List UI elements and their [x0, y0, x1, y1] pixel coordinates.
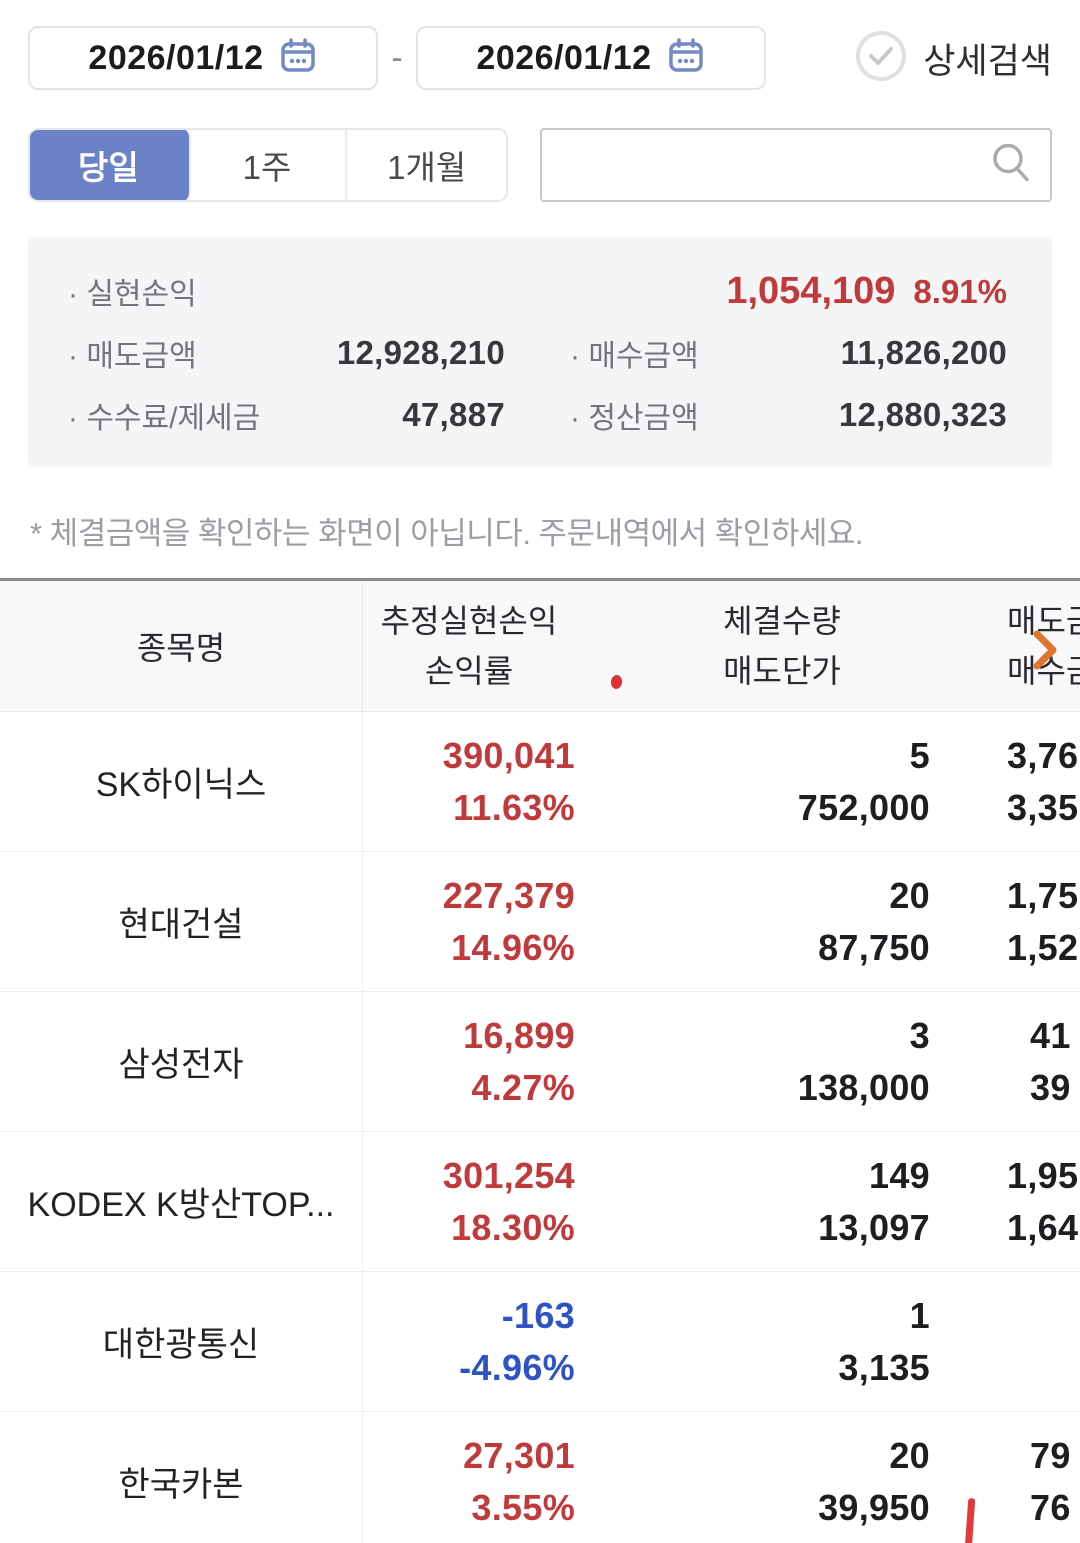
row-buy-amount-clipped: 1,52 [1007, 926, 1079, 968]
col-filled-qty: 체결수량 [723, 603, 841, 639]
next-columns-chevron-icon[interactable] [1032, 629, 1060, 676]
fee-tax-label: · 수수료/제세금 [68, 402, 261, 435]
realized-pl-percent: 8.91% [913, 272, 1007, 310]
stock-name: 삼성전자 [118, 1046, 244, 1084]
sell-amount-label: · 매도금액 [68, 340, 197, 373]
row-pl-value: 301,254 [442, 1154, 575, 1196]
calendar-icon[interactable] [666, 36, 706, 81]
detail-search-toggle[interactable]: 상세검색 [855, 30, 1052, 87]
col-est-realized-pl: 추정실현손익 [380, 603, 558, 639]
row-sell-amount-clipped: 1,75 [1007, 874, 1079, 916]
row-pl-percent: -4.96% [459, 1346, 575, 1388]
row-pl-percent: 3.55% [471, 1486, 575, 1528]
settlement-amount-label: · 정산금액 [570, 402, 699, 435]
date-to-value: 2026/01/12 [476, 38, 652, 77]
stock-name: 대한광통신 [102, 1326, 260, 1364]
row-pl-percent: 11.63% [453, 786, 575, 828]
realized-pl-value: 1,054,109 [726, 269, 896, 312]
row-pl-value: 27,301 [463, 1434, 575, 1476]
settlement-amount-value: 12,880,323 [838, 396, 1007, 433]
row-sell-amount-clipped: 41 [1030, 1014, 1071, 1056]
summary-panel: · 실현손익 1,054,109 8.91% · 매도금액 12,928,210… [28, 237, 1052, 467]
check-circle-icon [855, 30, 907, 87]
row-filled-qty: 1 [909, 1294, 930, 1336]
period-tab-group: 당일 1주 1개월 [28, 128, 508, 202]
col-sell-price: 매도단가 [723, 653, 841, 689]
row-filled-qty: 149 [869, 1154, 930, 1196]
realized-pl-label: · 실현손익 [68, 278, 197, 311]
row-sell-amount-clipped: 1,95 [1007, 1154, 1079, 1196]
row-sell-price: 138,000 [797, 1066, 930, 1108]
buy-amount-label: · 매수금액 [570, 340, 699, 373]
row-sell-price: 752,000 [797, 786, 930, 828]
sell-amount-value: 12,928,210 [336, 334, 505, 371]
calendar-icon[interactable] [278, 36, 318, 81]
row-sell-amount-clipped: 3,76 [1007, 734, 1079, 776]
table-header: 종목명 추정실현손익 손익률 체결수량 매도단가 매도금 매수금 [0, 578, 1080, 712]
period-tab-row: 당일 1주 1개월 [28, 128, 1052, 202]
row-buy-amount-clipped: 39 [1030, 1066, 1071, 1108]
row-pl-value: 16,899 [463, 1014, 575, 1056]
row-pl-value: 227,379 [442, 874, 575, 916]
row-buy-amount-clipped: 76 [1030, 1486, 1071, 1528]
col-sell-amount-clipped: 매도금 [1007, 603, 1080, 639]
date-to-input[interactable]: 2026/01/12 [416, 26, 766, 90]
col-stock-name: 종목명 [136, 630, 226, 666]
date-range-separator: - [391, 38, 403, 77]
row-sell-price: 13,097 [818, 1206, 930, 1248]
tab-one-month[interactable]: 1개월 [387, 149, 467, 186]
buy-amount-value: 11,826,200 [840, 334, 1007, 371]
table-row[interactable]: 한국카본 27,301 3.55% 20 39,950 79 76 [0, 1412, 1080, 1543]
stock-name: KODEX K방산TOP... [27, 1186, 335, 1224]
row-filled-qty: 3 [909, 1014, 930, 1056]
row-pl-percent: 4.27% [471, 1066, 575, 1108]
row-buy-amount-clipped: 3,35 [1007, 786, 1079, 828]
stock-search-input[interactable] [542, 130, 1050, 200]
row-pl-value: -163 [501, 1294, 575, 1336]
stock-name: SK하이닉스 [95, 766, 267, 804]
stock-name: 한국카본 [118, 1466, 244, 1504]
detail-search-label: 상세검색 [923, 41, 1052, 81]
table-row[interactable]: SK하이닉스 390,041 11.63% 5 752,000 3,76 3,3… [0, 712, 1080, 852]
row-sell-price: 87,750 [818, 926, 930, 968]
row-sell-amount-clipped: 79 [1030, 1434, 1071, 1476]
row-buy-amount-clipped: 1,64 [1007, 1206, 1079, 1248]
row-sell-price: 3,135 [838, 1346, 930, 1388]
notice-text: * 체결금액을 확인하는 화면이 아닙니다. 주문내역에서 확인하세요. [30, 516, 864, 551]
table-row[interactable]: 현대건설 227,379 14.96% 20 87,750 1,75 1,52 [0, 852, 1080, 992]
holdings-table: 종목명 추정실현손익 손익률 체결수량 매도단가 매도금 매수금 SK하 [0, 578, 1080, 1543]
table-row[interactable]: 삼성전자 16,899 4.27% 3 138,000 41 39 [0, 992, 1080, 1132]
col-pl-rate: 손익률 [424, 653, 514, 689]
row-filled-qty: 5 [909, 734, 930, 776]
tab-one-week[interactable]: 1주 [189, 130, 348, 200]
search-icon[interactable] [988, 140, 1034, 191]
date-from-input[interactable]: 2026/01/12 [28, 26, 378, 90]
row-pl-percent: 18.30% [451, 1206, 575, 1248]
row-pl-value: 390,041 [442, 734, 575, 776]
stock-search-box[interactable] [540, 128, 1052, 202]
date-from-value: 2026/01/12 [88, 38, 264, 77]
row-sell-price: 39,950 [818, 1486, 930, 1528]
table-row[interactable]: KODEX K방산TOP... 301,254 18.30% 149 13,09… [0, 1132, 1080, 1272]
row-pl-percent: 14.96% [451, 926, 575, 968]
fee-tax-value: 47,887 [402, 396, 505, 433]
row-filled-qty: 20 [889, 874, 930, 916]
tab-today[interactable]: 당일 [30, 130, 191, 200]
table-row[interactable]: 대한광통신 -163 -4.96% 1 3,135 [0, 1272, 1080, 1412]
row-filled-qty: 20 [889, 1434, 930, 1476]
date-filter-row: 2026/01/12 - 2026/01/12 [28, 26, 1052, 90]
stock-name: 현대건설 [118, 906, 244, 944]
